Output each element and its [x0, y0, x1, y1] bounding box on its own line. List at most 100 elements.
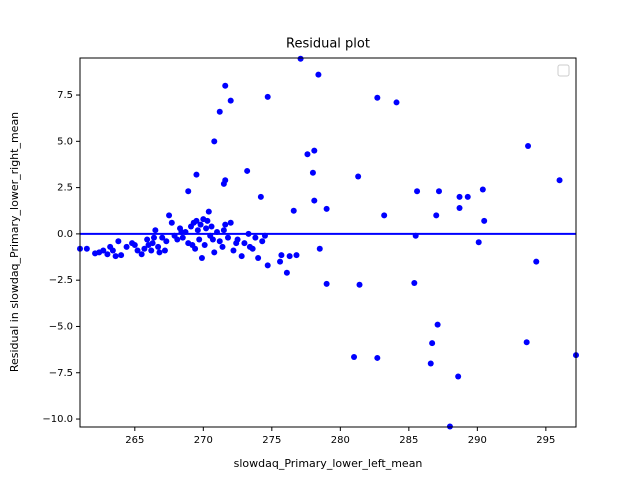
point	[259, 238, 266, 245]
point	[138, 251, 145, 258]
point	[351, 354, 358, 361]
x-tick-label: 290	[468, 435, 487, 446]
point	[304, 151, 311, 158]
point	[216, 238, 223, 245]
point	[278, 252, 285, 259]
point	[163, 238, 170, 245]
point	[264, 93, 271, 100]
point	[255, 254, 262, 261]
point	[481, 217, 488, 224]
point	[209, 236, 216, 243]
point	[381, 212, 388, 219]
point	[227, 97, 234, 104]
point	[356, 281, 363, 288]
point	[109, 247, 116, 254]
point	[435, 188, 442, 195]
point	[427, 360, 434, 367]
point	[286, 253, 293, 260]
x-tick-label: 275	[262, 435, 281, 446]
point	[224, 234, 231, 241]
point	[290, 207, 297, 214]
point	[161, 247, 168, 254]
y-tick-label: 5.0	[57, 136, 73, 147]
y-tick-label: −5.0	[49, 321, 73, 332]
point	[414, 188, 421, 195]
point	[411, 279, 418, 286]
point	[374, 94, 381, 101]
point	[456, 193, 463, 200]
point	[155, 243, 162, 250]
point	[193, 171, 200, 178]
plot-frame	[79, 57, 577, 428]
point	[429, 340, 436, 347]
point	[204, 217, 211, 224]
point	[179, 234, 186, 241]
point	[208, 223, 215, 230]
point	[446, 423, 453, 430]
point	[141, 245, 148, 252]
point	[241, 240, 248, 247]
point	[293, 252, 300, 259]
point	[131, 241, 138, 248]
point	[197, 221, 204, 228]
point	[374, 354, 381, 361]
point	[194, 227, 201, 234]
point	[174, 236, 181, 243]
point	[100, 247, 107, 254]
y-tick-label: −7.5	[49, 368, 73, 379]
y-tick-label: 7.5	[57, 90, 73, 101]
point	[205, 208, 212, 215]
point	[148, 247, 155, 254]
point	[134, 247, 141, 254]
point	[264, 262, 271, 269]
point	[150, 234, 157, 241]
point	[144, 236, 151, 243]
point	[198, 254, 205, 261]
point	[523, 339, 530, 346]
point	[220, 180, 227, 187]
point	[238, 253, 245, 260]
point	[104, 251, 111, 258]
point	[464, 193, 471, 200]
x-tick-label: 280	[331, 435, 350, 446]
point	[252, 234, 259, 241]
y-tick-label: 2.5	[57, 183, 73, 194]
point	[149, 240, 156, 247]
point	[211, 249, 218, 256]
x-tick-label: 270	[194, 435, 213, 446]
point	[311, 197, 318, 204]
point	[159, 234, 166, 241]
y-axis-label: Residual in slowdaq_Primary_lower_right_…	[8, 112, 21, 372]
point	[118, 252, 125, 259]
x-tick-label: 295	[536, 435, 555, 446]
point	[393, 99, 400, 106]
point	[315, 71, 322, 78]
point	[152, 227, 159, 234]
point	[233, 240, 240, 247]
point	[323, 205, 330, 212]
point	[309, 169, 316, 176]
point	[196, 236, 203, 243]
legend-box	[557, 64, 570, 77]
point	[456, 204, 463, 211]
point	[297, 55, 304, 62]
point	[156, 249, 163, 256]
point	[246, 243, 253, 250]
point	[168, 219, 175, 226]
point	[220, 227, 227, 234]
point	[316, 245, 323, 252]
point	[433, 212, 440, 219]
y-tick-label: 0.0	[57, 229, 73, 240]
point	[434, 321, 441, 328]
point	[283, 269, 290, 276]
x-axis-label: slowdaq_Primary_lower_left_mean	[234, 457, 423, 470]
point	[556, 177, 563, 184]
point	[185, 188, 192, 195]
point	[475, 239, 482, 246]
point	[166, 212, 173, 219]
chart-title: Residual plot	[286, 37, 370, 52]
point	[257, 193, 264, 200]
point	[219, 243, 226, 250]
